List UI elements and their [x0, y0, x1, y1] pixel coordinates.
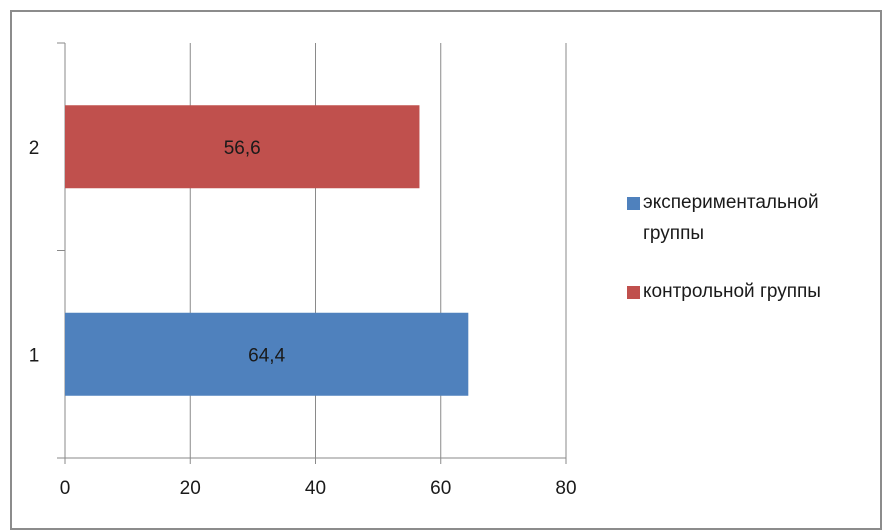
- x-tick-label: 0: [60, 478, 71, 499]
- data-label: 64,4: [248, 345, 285, 366]
- legend-label: контрольной группы: [643, 281, 821, 302]
- x-tick-label: 40: [305, 478, 326, 499]
- y-category-label: 1: [29, 345, 40, 366]
- tick-labels: 0 20 40 60 80 1 2: [29, 138, 577, 499]
- chart-frame: [10, 10, 882, 530]
- bar-1: [65, 312, 469, 396]
- x-tick-label: 60: [430, 478, 451, 499]
- bar-2: [65, 105, 420, 189]
- legend-label: группы: [643, 223, 704, 244]
- legend-swatch: [627, 286, 640, 299]
- y-category-label: 2: [29, 138, 40, 159]
- legend-swatch: [627, 197, 640, 210]
- bars: [65, 105, 469, 396]
- bar-chart: 64,4 56,6 0 20 40 60 80 1 2 экспериментальной гр…: [29, 42, 821, 499]
- x-tick-label: 80: [555, 478, 576, 499]
- data-label: 56,6: [224, 138, 261, 159]
- x-tick-label: 20: [180, 478, 201, 499]
- legend: экспериментальной группы контрольной групп…: [627, 192, 821, 302]
- data-labels: 64,4 56,6: [224, 138, 286, 367]
- legend-label: экспериментальной: [643, 192, 819, 213]
